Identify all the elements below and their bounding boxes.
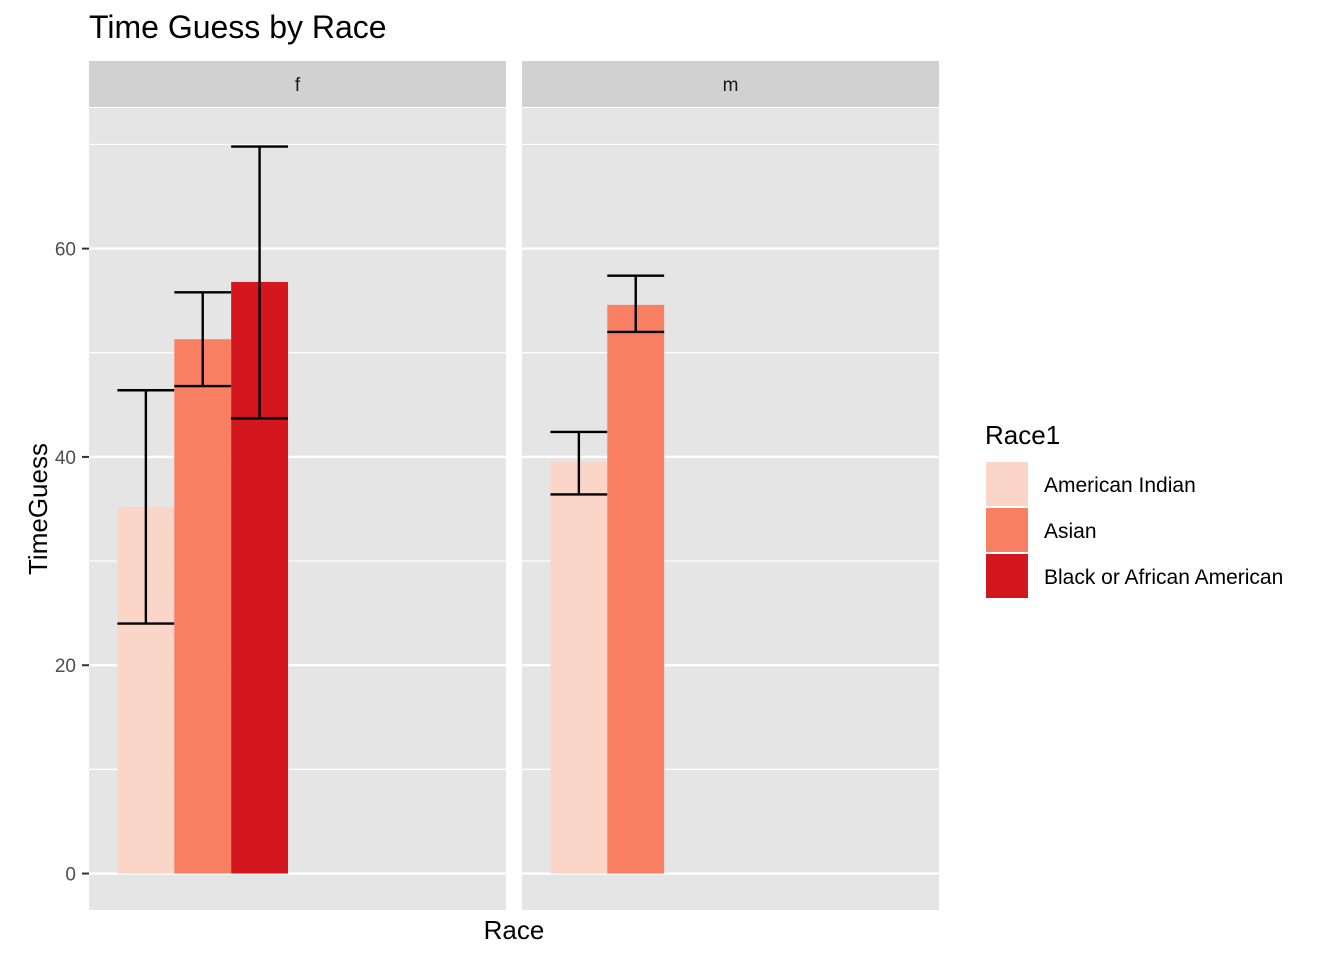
facet-strip-label: f [295,75,301,96]
x-axis-title: Race [484,915,545,945]
facet-panel-m: m [522,61,939,910]
legend-label-2: Black or African American [1044,566,1283,589]
errorbar-m-0 [550,430,608,496]
facet-panel-f: f [89,61,506,910]
facet-strip-label: m [723,75,739,96]
legend-label-0: American Indian [1044,474,1196,497]
y-tick-label: 40 [55,448,76,469]
facet-strip [522,61,939,107]
bar-f-1 [174,339,232,874]
y-tick-label: 20 [55,656,76,677]
errorbar-m-1 [607,274,665,334]
legend-swatch-1 [986,508,1028,552]
bar-m-1 [607,304,665,874]
chart-title: Time Guess by Race [89,9,387,45]
facet-strip [89,61,506,107]
y-axis: 0 20 40 60 [55,240,89,886]
legend-title: Race1 [985,420,1060,450]
legend: Race1 American Indian Asian Black or Afric… [985,420,1283,598]
legend-label-1: Asian [1044,520,1097,543]
errorbar-f-2 [231,145,289,420]
y-axis-title: TimeGuess [23,443,53,575]
errorbar-f-0 [117,389,175,625]
y-tick-label: 0 [65,865,76,886]
y-tick-label: 60 [55,240,76,261]
legend-swatch-2 [986,554,1028,598]
errorbar-f-1 [174,291,232,388]
legend-swatch-0 [986,462,1028,506]
bar-m-0 [550,462,608,874]
